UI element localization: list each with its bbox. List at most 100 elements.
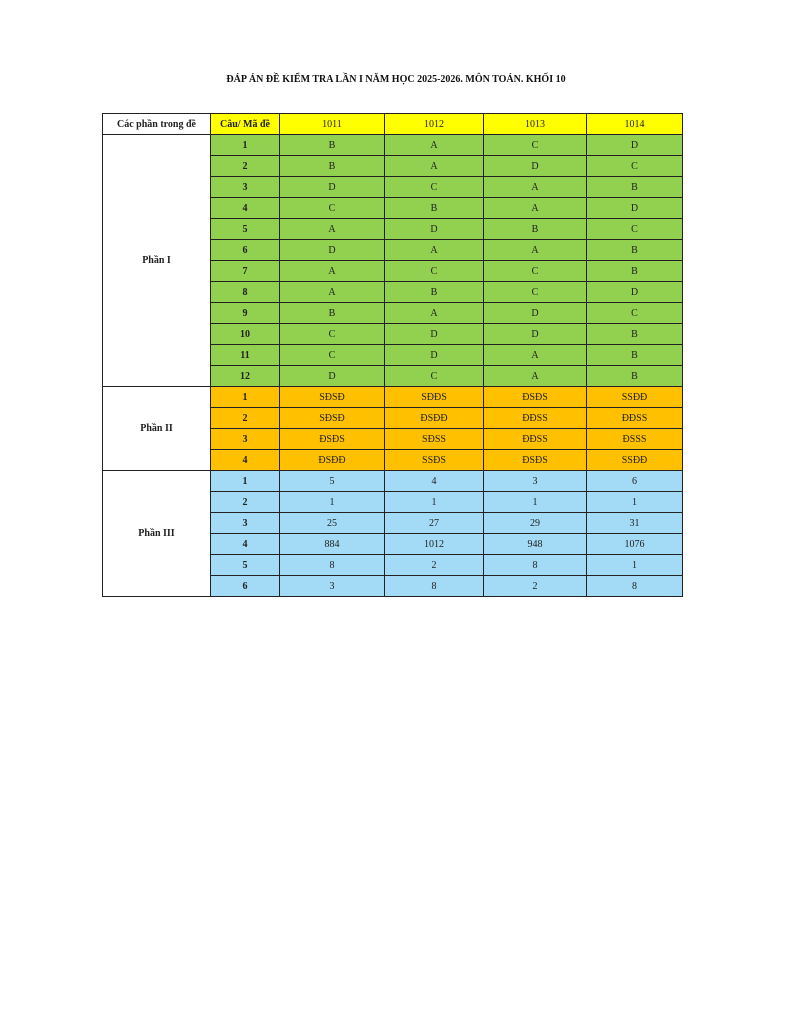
question-number: 6 — [210, 239, 280, 261]
answer-cell: B — [586, 239, 683, 261]
answer-cell: C — [586, 302, 683, 324]
answer-cell: A — [384, 302, 484, 324]
answer-cell: 884 — [279, 533, 385, 555]
answer-cell: D — [384, 323, 484, 345]
question-number: 6 — [210, 575, 280, 597]
answer-cell: 31 — [586, 512, 683, 534]
answer-cell: B — [586, 323, 683, 345]
answer-cell: B — [586, 344, 683, 366]
answer-cell: 1 — [586, 554, 683, 576]
question-number: 12 — [210, 365, 280, 387]
answer-cell: A — [483, 239, 587, 261]
answer-cell: SĐSĐ — [279, 386, 385, 408]
answer-cell: C — [279, 197, 385, 219]
table-row: Phần III 1 5 4 3 6 — [102, 470, 683, 597]
answer-cell: 29 — [483, 512, 587, 534]
question-number: 4 — [210, 533, 280, 555]
answer-cell: C — [483, 260, 587, 282]
answer-cell: B — [279, 302, 385, 324]
answer-cell: C — [384, 176, 484, 198]
question-number: 3 — [210, 176, 280, 198]
answer-cell: A — [279, 218, 385, 240]
answer-cell: D — [279, 176, 385, 198]
answer-key-table: Các phần trong đề Câu/ Mã đề 1011 1012 1… — [102, 113, 683, 597]
question-number: 9 — [210, 302, 280, 324]
question-number: 4 — [210, 197, 280, 219]
answer-cell: 6 — [586, 470, 683, 492]
answer-cell: D — [586, 197, 683, 219]
answer-cell: A — [384, 239, 484, 261]
answer-cell: 25 — [279, 512, 385, 534]
answer-cell: D — [384, 344, 484, 366]
answer-cell: 2 — [384, 554, 484, 576]
answer-cell: D — [586, 134, 683, 156]
answer-cell: 4 — [384, 470, 484, 492]
answer-cell: ĐĐSS — [483, 428, 587, 450]
table-row: 11 C D A B — [103, 344, 683, 366]
answer-cell: B — [384, 281, 484, 303]
answer-cell: ĐĐSS — [483, 407, 587, 429]
answer-cell: B — [483, 218, 587, 240]
table-row: Phần II 1 SĐSĐ SĐĐS ĐSĐS SSĐĐ — [102, 386, 683, 471]
question-number: 3 — [210, 428, 280, 450]
part-label: Phần I — [102, 134, 211, 387]
answer-cell: C — [483, 134, 587, 156]
question-number: 5 — [210, 554, 280, 576]
answer-cell: A — [279, 281, 385, 303]
answer-cell: B — [279, 155, 385, 177]
answer-cell: D — [279, 239, 385, 261]
header-code: 1011 — [279, 113, 385, 135]
answer-cell: ĐSĐĐ — [384, 407, 484, 429]
answer-cell: B — [384, 197, 484, 219]
question-number: 1 — [210, 386, 280, 408]
table-row: 3 25 27 29 31 — [103, 512, 683, 534]
answer-cell: B — [279, 134, 385, 156]
header-code: 1014 — [586, 113, 683, 135]
answer-cell: 1012 — [384, 533, 484, 555]
question-number: 1 — [210, 470, 280, 492]
part-label: Phần III — [102, 470, 211, 597]
answer-cell: B — [586, 176, 683, 198]
question-number: 7 — [210, 260, 280, 282]
table-row: 4 884 1012 948 1076 — [103, 533, 683, 555]
answer-cell: 5 — [279, 470, 385, 492]
answer-cell: D — [384, 218, 484, 240]
answer-cell: SĐSĐ — [279, 407, 385, 429]
answer-cell: C — [586, 218, 683, 240]
answer-cell: SĐSS — [384, 428, 484, 450]
document-title: ĐÁP ÁN ĐỀ KIỂM TRA LẦN I NĂM HỌC 2025-20… — [226, 74, 566, 85]
question-number: 10 — [210, 323, 280, 345]
question-number: 1 — [210, 134, 280, 156]
answer-cell: C — [483, 281, 587, 303]
question-number: 11 — [210, 344, 280, 366]
answer-cell: A — [279, 260, 385, 282]
answer-cell: C — [279, 344, 385, 366]
answer-cell: A — [483, 344, 587, 366]
answer-cell: 8 — [586, 575, 683, 597]
answer-cell: ĐSĐS — [483, 449, 587, 471]
answer-cell: D — [483, 302, 587, 324]
answer-cell: C — [279, 323, 385, 345]
answer-cell: ĐĐSS — [586, 407, 683, 429]
question-number: 2 — [210, 155, 280, 177]
answer-cell: SĐĐS — [384, 386, 484, 408]
answer-cell: ĐSĐĐ — [279, 449, 385, 471]
answer-cell: A — [483, 197, 587, 219]
answer-cell: 3 — [483, 470, 587, 492]
answer-cell: D — [586, 281, 683, 303]
answer-cell: C — [384, 365, 484, 387]
answer-cell: B — [586, 260, 683, 282]
answer-cell: 1 — [384, 491, 484, 513]
question-number: 3 — [210, 512, 280, 534]
question-number: 2 — [210, 407, 280, 429]
answer-cell: 8 — [384, 575, 484, 597]
question-number: 5 — [210, 218, 280, 240]
table-row: 3 ĐSĐS SĐSS ĐĐSS ĐSSS — [103, 428, 683, 450]
answer-cell: 8 — [279, 554, 385, 576]
answer-cell: 3 — [279, 575, 385, 597]
